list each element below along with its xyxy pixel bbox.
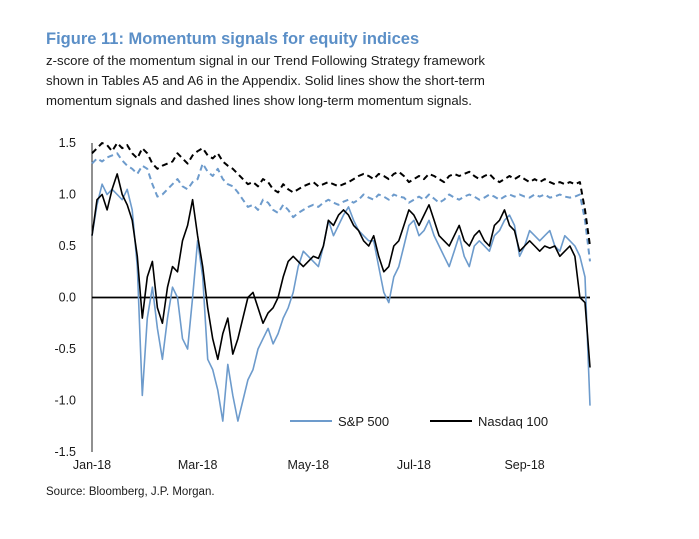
subtitle-line-3: momentum signals and dashed lines show l… <box>46 93 472 108</box>
figure-title: Figure 11: Momentum signals for equity i… <box>46 30 420 48</box>
figure-subtitle: z-score of the momentum signal in our Tr… <box>46 51 646 111</box>
x-tick-label: Jul-18 <box>397 458 431 472</box>
series-line-nasdaq-100-long-term <box>91 142 591 247</box>
x-tick-label: Sep-18 <box>504 458 544 472</box>
legend-label: Nasdaq 100 <box>478 414 548 429</box>
x-tick-label: May-18 <box>287 458 329 472</box>
chart-legend: S&P 500 Nasdaq 100 <box>290 414 548 429</box>
series-line-s-p-500-long-term <box>91 152 591 262</box>
y-tick-label: 1.0 <box>59 188 76 202</box>
chart-plot-area <box>91 142 591 422</box>
y-tick-label: 1.5 <box>59 136 76 150</box>
y-tick-label: -1.5 <box>54 445 76 459</box>
y-tick-label: -0.5 <box>54 342 76 356</box>
subtitle-line-1: z-score of the momentum signal in our Tr… <box>46 53 486 68</box>
series-line-s-p-500 <box>91 183 591 422</box>
legend-label: S&P 500 <box>338 414 389 429</box>
x-tick-label: Mar-18 <box>178 458 218 472</box>
series-line-nasdaq-100 <box>91 173 591 368</box>
x-tick-label: Jan-18 <box>73 458 111 472</box>
y-tick-label: 0.5 <box>59 239 76 253</box>
source-note: Source: Bloomberg, J.P. Morgan. <box>46 486 215 498</box>
y-tick-label: 0.0 <box>59 291 76 305</box>
y-tick-label: -1.0 <box>54 394 76 408</box>
subtitle-line-2: shown in Tables A5 and A6 in the Appendi… <box>46 73 485 88</box>
